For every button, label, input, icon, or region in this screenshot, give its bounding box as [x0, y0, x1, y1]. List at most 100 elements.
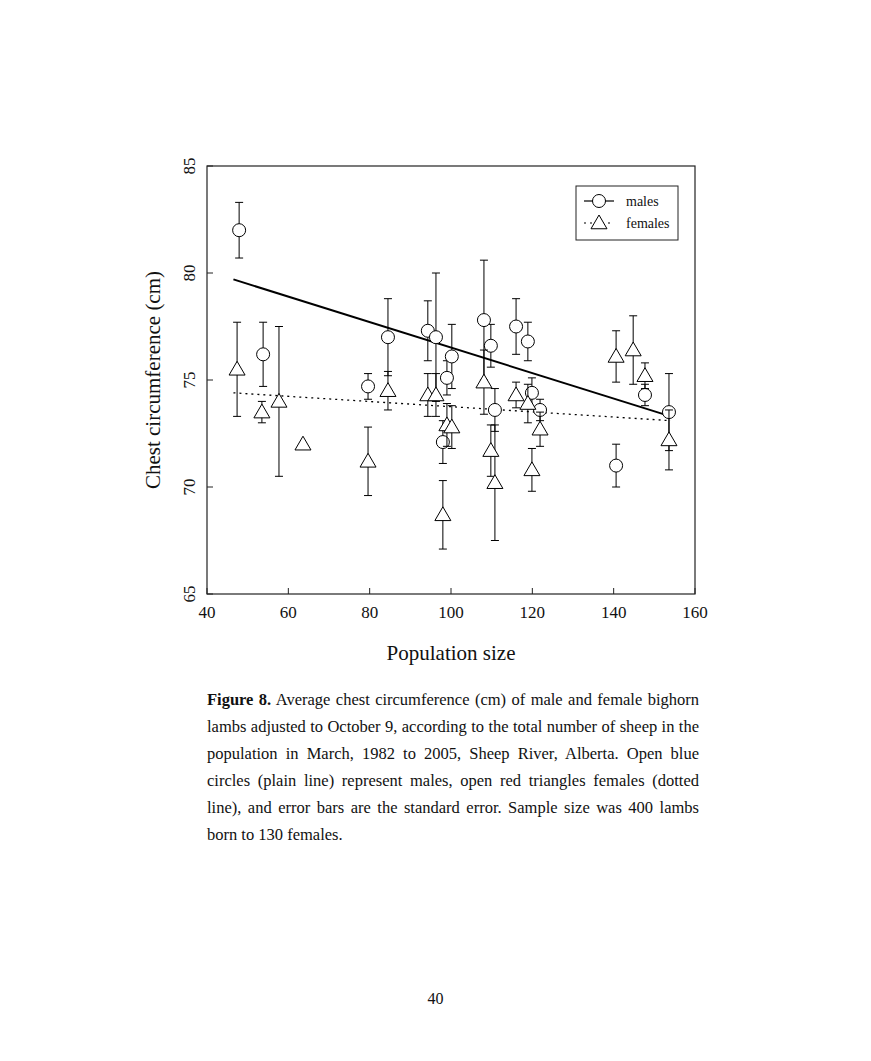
- error-bar-cap: [524, 384, 532, 385]
- error-bar-cap: [641, 388, 649, 389]
- error-bar-cap: [629, 315, 637, 316]
- error-bar-cap: [439, 463, 447, 464]
- point: [610, 459, 623, 472]
- plot-frame: [207, 166, 695, 594]
- x-tick-label: 100: [438, 603, 464, 622]
- page-number: 40: [0, 990, 871, 1008]
- x-tick: [695, 588, 696, 594]
- error-bar-cap: [536, 399, 544, 400]
- y-tick-label: 85: [180, 158, 199, 175]
- error-bar-cap: [443, 394, 451, 395]
- error-bar-cap: [665, 373, 673, 374]
- error-bar-cap: [275, 476, 283, 477]
- point: [445, 350, 458, 363]
- error-bar-cap: [448, 405, 456, 406]
- error-bar-cap: [528, 491, 536, 492]
- error-bar-cap: [424, 300, 432, 301]
- legend-box: [576, 186, 678, 240]
- point: [362, 380, 375, 393]
- error-bar-cap: [524, 360, 532, 361]
- point: [254, 404, 270, 418]
- y-tick: [207, 487, 213, 488]
- error-bar-cap: [612, 382, 620, 383]
- error-bar-cap: [233, 322, 241, 323]
- x-tick: [369, 588, 370, 594]
- error-bar-cap: [424, 416, 432, 417]
- error-bar-cap: [480, 414, 488, 415]
- point: [295, 436, 311, 450]
- y-axis-label: Chest circumference (cm): [141, 271, 165, 489]
- legend-label: females: [626, 216, 670, 231]
- caption: Figure 8. Average chest circumference (c…: [207, 686, 699, 848]
- y-tick: [207, 594, 213, 595]
- x-tick-label: 80: [361, 603, 378, 622]
- error-bar-cap: [665, 469, 673, 470]
- point: [257, 348, 270, 361]
- point: [521, 335, 534, 348]
- y-tick: [207, 273, 213, 274]
- error-bar-cap: [487, 367, 495, 368]
- y-tick-label: 65: [180, 586, 199, 603]
- point: [477, 314, 490, 327]
- error-bar-cap: [536, 446, 544, 447]
- legend-marker: [591, 215, 607, 229]
- error-bar-cap: [641, 405, 649, 406]
- error-bar-cap: [448, 324, 456, 325]
- error-bar-cap: [528, 377, 536, 378]
- error-bar-cap: [258, 401, 266, 402]
- point: [508, 387, 524, 401]
- error-bar-cap: [524, 422, 532, 423]
- error-bar-cap: [665, 409, 673, 410]
- point: [440, 371, 453, 384]
- legend: males females: [576, 186, 678, 240]
- y-tick-label: 80: [180, 265, 199, 282]
- error-bar-cap: [432, 373, 440, 374]
- x-tick-label: 140: [601, 603, 627, 622]
- error-bar-cap: [512, 354, 520, 355]
- legend-label: males: [626, 194, 659, 209]
- y-tick: [207, 380, 213, 381]
- y-tick: [207, 166, 213, 167]
- error-bar-cap: [480, 350, 488, 351]
- point: [524, 462, 540, 476]
- caption-text: Average chest circumference (cm) of male…: [207, 690, 699, 844]
- point: [271, 393, 287, 407]
- point: [360, 453, 376, 467]
- x-tick-label: 60: [280, 603, 297, 622]
- error-bar-cap: [536, 412, 544, 413]
- error-bar-cap: [524, 322, 532, 323]
- point: [428, 387, 444, 401]
- error-bar-cap: [512, 298, 520, 299]
- point: [661, 432, 677, 446]
- error-bar-cap: [258, 422, 266, 423]
- point: [233, 224, 246, 237]
- point: [510, 320, 523, 333]
- error-bar-cap: [424, 373, 432, 374]
- error-bar-cap: [432, 416, 440, 417]
- error-bar-cap: [480, 260, 488, 261]
- error-bar-cap: [275, 326, 283, 327]
- point: [608, 348, 624, 362]
- error-bar-cap: [629, 384, 637, 385]
- point: [488, 403, 501, 416]
- error-bar-cap: [439, 480, 447, 481]
- error-bar-cap: [641, 362, 649, 363]
- point: [625, 342, 641, 356]
- point: [429, 331, 442, 344]
- point: [444, 419, 460, 433]
- y-tick-label: 70: [180, 479, 199, 496]
- y-tick-label: 75: [180, 372, 199, 389]
- error-bar-cap: [384, 409, 392, 410]
- point: [381, 331, 394, 344]
- point: [638, 388, 651, 401]
- error-bar-cap: [612, 330, 620, 331]
- error-bar-cap: [443, 446, 451, 447]
- x-tick: [207, 588, 208, 594]
- error-bar-cap: [384, 298, 392, 299]
- error-bar-cap: [424, 360, 432, 361]
- error-bar-cap: [448, 388, 456, 389]
- x-tick: [613, 588, 614, 594]
- x-tick: [288, 588, 289, 594]
- error-bar-cap: [512, 407, 520, 408]
- error-bar-cap: [432, 273, 440, 274]
